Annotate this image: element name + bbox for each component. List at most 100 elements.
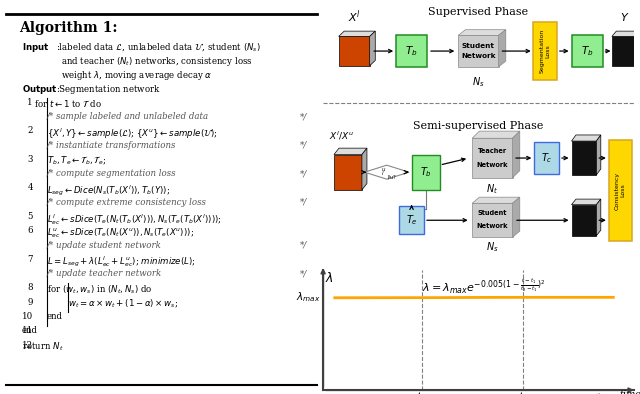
Text: $\mathbf{Input}$   :labeled data $\mathcal{L}$, unlabeled data $\mathcal{U}$, st: $\mathbf{Input}$ :labeled data $\mathcal… [22, 41, 261, 54]
Text: 11: 11 [22, 326, 33, 335]
Polygon shape [334, 154, 362, 190]
Text: 6: 6 [28, 226, 33, 235]
Text: $\lambda$: $\lambda$ [324, 271, 333, 285]
FancyBboxPatch shape [399, 206, 424, 234]
Polygon shape [513, 131, 520, 178]
Text: $\mathbf{Output}$:Segmentation network: $\mathbf{Output}$:Segmentation network [22, 84, 161, 97]
FancyBboxPatch shape [396, 35, 427, 67]
Text: Semi-supervised Phase: Semi-supervised Phase [413, 121, 543, 131]
Text: $X^l$: $X^l$ [348, 8, 361, 25]
FancyBboxPatch shape [412, 154, 440, 190]
Text: Network: Network [477, 223, 508, 229]
Text: 2: 2 [28, 126, 33, 136]
Polygon shape [596, 199, 601, 236]
Text: Consistency
Loss: Consistency Loss [615, 171, 626, 210]
Text: $Y$: $Y$ [620, 11, 629, 22]
Text: Algorithm 1:: Algorithm 1: [19, 21, 117, 35]
Text: */: */ [300, 241, 308, 250]
Polygon shape [334, 148, 367, 154]
Text: $L^u_{ec} \leftarrow sDice(T_e(N_t(X^u)), N_s(T_e(X^u)))$;: $L^u_{ec} \leftarrow sDice(T_e(N_t(X^u))… [47, 226, 194, 240]
Text: time: time [620, 390, 640, 394]
Text: $T_b$: $T_b$ [405, 44, 418, 58]
Text: 10: 10 [22, 312, 33, 321]
Text: Network: Network [461, 53, 495, 59]
Polygon shape [472, 197, 520, 203]
Text: and teacher $(N_t)$ networks, consistency loss: and teacher $(N_t)$ networks, consistenc… [61, 55, 252, 68]
Text: /* sample labeled and unlabeled data: /* sample labeled and unlabeled data [47, 112, 209, 121]
Text: /* instantiate transformations: /* instantiate transformations [47, 141, 176, 150]
Polygon shape [458, 30, 506, 35]
Text: $\lambda = \lambda_{max} e^{-0.005(1-\frac{t-t_1}{t_2-t_1})^2}$: $\lambda = \lambda_{max} e^{-0.005(1-\fr… [422, 278, 546, 296]
Text: $X^l/X^u$: $X^l/X^u$ [330, 129, 354, 141]
Polygon shape [339, 36, 370, 66]
Polygon shape [472, 203, 513, 237]
Text: 5: 5 [28, 212, 33, 221]
Text: 7: 7 [28, 255, 33, 264]
FancyBboxPatch shape [534, 143, 559, 174]
Text: /* compute segmentation loss: /* compute segmentation loss [47, 169, 176, 178]
Polygon shape [572, 205, 596, 236]
Text: Segmentation
Loss: Segmentation Loss [540, 29, 550, 73]
Text: $w_t = \alpha \times w_t + (1 - \alpha) \times w_s$;: $w_t = \alpha \times w_t + (1 - \alpha) … [68, 298, 179, 310]
Text: $N_s$: $N_s$ [472, 76, 484, 89]
Text: u: u [381, 167, 385, 171]
Text: Teacher: Teacher [478, 148, 507, 154]
Text: $\mathcal{T}$: $\mathcal{T}$ [591, 390, 601, 394]
Polygon shape [472, 131, 520, 138]
Text: $t_2$: $t_2$ [518, 390, 529, 394]
Text: return $N_t$: return $N_t$ [22, 341, 63, 353]
Text: $t_1$: $t_1$ [417, 390, 427, 394]
Text: l/u?: l/u? [388, 175, 397, 180]
Text: /* update student network: /* update student network [47, 241, 162, 250]
Polygon shape [499, 30, 506, 67]
Polygon shape [612, 36, 637, 66]
Text: 9: 9 [28, 298, 33, 307]
Polygon shape [339, 31, 375, 36]
Text: $\lambda_{max}$: $\lambda_{max}$ [296, 290, 320, 304]
Text: $T_b, T_e \leftarrow \mathcal{T}_b, \mathcal{T}_e$;: $T_b, T_e \leftarrow \mathcal{T}_b, \mat… [47, 155, 106, 167]
Text: */: */ [300, 198, 308, 207]
Polygon shape [472, 138, 513, 178]
Text: $T_e$: $T_e$ [406, 213, 417, 227]
Text: $N_t$: $N_t$ [486, 182, 499, 196]
Text: for $t \leftarrow 1$ to $\mathcal{T}$ do: for $t \leftarrow 1$ to $\mathcal{T}$ do [35, 98, 102, 109]
Polygon shape [572, 141, 596, 175]
FancyBboxPatch shape [534, 22, 557, 80]
Text: Supervised Phase: Supervised Phase [428, 7, 529, 17]
Text: */: */ [300, 112, 308, 121]
Text: */: */ [300, 269, 308, 278]
Text: $L_{seg} \leftarrow Dice(N_s(T_b(X^l)), T_b(Y))$;: $L_{seg} \leftarrow Dice(N_s(T_b(X^l)), … [47, 184, 170, 198]
Text: $L^l_{ec} \leftarrow sDice(T_e(N_t(T_b(X^l))), N_s(T_e(T_b(X^l))))$;: $L^l_{ec} \leftarrow sDice(T_e(N_t(T_b(X… [47, 212, 221, 227]
Text: l: l [382, 171, 384, 176]
Polygon shape [370, 31, 375, 66]
Text: $\{X^l, Y\} \leftarrow sample(\mathcal{L})$; $\{X^u\} \leftarrow sample(\mathcal: $\{X^l, Y\} \leftarrow sample(\mathcal{L… [47, 126, 218, 141]
Text: $T_b$: $T_b$ [580, 44, 593, 58]
Text: weight $\lambda$, moving average decay $\alpha$: weight $\lambda$, moving average decay $… [61, 69, 212, 82]
Text: for $(w_t, w_s)$ in $(N_t, N_s)$ do: for $(w_t, w_s)$ in $(N_t, N_s)$ do [47, 284, 152, 296]
Text: $N_s$: $N_s$ [486, 240, 499, 254]
Polygon shape [572, 199, 601, 205]
Polygon shape [513, 197, 520, 237]
Text: /* update teacher network: /* update teacher network [47, 269, 162, 278]
Text: Student: Student [477, 210, 507, 216]
Text: Network: Network [477, 162, 508, 168]
Text: 4: 4 [28, 184, 33, 193]
Text: /* compute extreme consistency loss: /* compute extreme consistency loss [47, 198, 207, 207]
Polygon shape [612, 31, 640, 36]
Text: $L = L_{seg} + \lambda(L^l_{ec} + L^u_{ec})$; $minimize(L)$;: $L = L_{seg} + \lambda(L^l_{ec} + L^u_{e… [47, 255, 196, 269]
Polygon shape [362, 148, 367, 190]
Text: $T_c$: $T_c$ [541, 151, 552, 165]
Polygon shape [637, 31, 640, 66]
Text: 3: 3 [28, 155, 33, 164]
Text: 8: 8 [27, 284, 33, 292]
Polygon shape [572, 135, 601, 141]
Polygon shape [365, 165, 409, 179]
Text: */: */ [300, 141, 308, 150]
Text: end: end [47, 312, 63, 321]
Text: */: */ [300, 169, 308, 178]
Text: 1: 1 [27, 98, 33, 107]
Text: end: end [22, 326, 38, 335]
Polygon shape [458, 35, 499, 67]
Text: $T_b$: $T_b$ [420, 165, 431, 179]
FancyBboxPatch shape [572, 35, 602, 67]
